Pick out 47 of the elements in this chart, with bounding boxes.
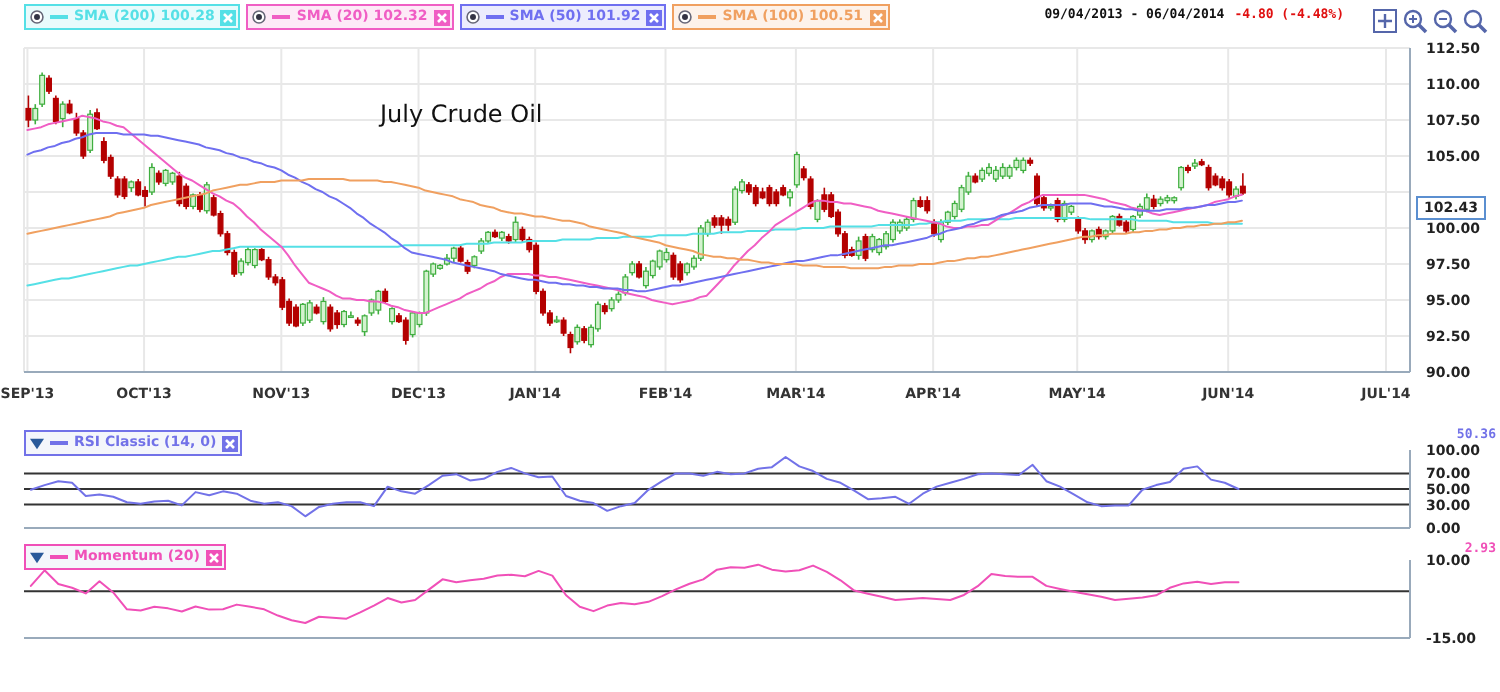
candlestick xyxy=(732,185,739,226)
candlestick xyxy=(910,196,917,224)
candlestick xyxy=(423,268,430,317)
candlestick xyxy=(670,251,677,281)
candlestick xyxy=(821,186,828,213)
candlestick xyxy=(697,224,704,262)
candlestick xyxy=(1226,178,1233,199)
line-series xyxy=(26,131,1243,293)
candlestick xyxy=(59,100,66,128)
candlestick xyxy=(299,302,306,327)
candlestick xyxy=(121,175,128,200)
candlestick xyxy=(574,323,581,346)
candlestick xyxy=(52,94,59,126)
candlestick xyxy=(251,247,258,270)
candlestick xyxy=(142,185,149,208)
candlestick xyxy=(1178,165,1185,192)
candlestick xyxy=(45,74,52,95)
candlestick xyxy=(196,191,203,213)
candlestick xyxy=(402,316,409,346)
candlestick xyxy=(766,184,773,208)
candlestick xyxy=(1034,172,1041,208)
candlestick xyxy=(176,171,183,208)
line-series xyxy=(26,216,1243,287)
candlestick xyxy=(361,313,368,337)
candlestick xyxy=(752,184,759,208)
candlestick xyxy=(334,309,341,330)
candlestick xyxy=(327,303,334,333)
line-series xyxy=(29,456,1240,518)
candlestick xyxy=(375,289,382,316)
candlestick xyxy=(25,94,32,128)
candlestick xyxy=(409,310,416,339)
candlestick xyxy=(814,198,821,224)
candlestick xyxy=(1109,214,1116,235)
candlestick xyxy=(265,256,272,281)
candlestick xyxy=(1239,172,1246,196)
text: July Crude Oil xyxy=(380,100,543,128)
candlestick xyxy=(320,296,327,326)
candlestick xyxy=(718,214,725,235)
candlestick xyxy=(642,266,649,290)
candlestick xyxy=(793,150,800,189)
candlestick xyxy=(148,162,155,196)
candlestick xyxy=(677,260,684,284)
candlestick xyxy=(1205,163,1212,192)
candlestick xyxy=(306,299,313,324)
candlestick xyxy=(512,215,519,244)
candlestick xyxy=(862,232,869,262)
line-series xyxy=(26,178,1243,270)
